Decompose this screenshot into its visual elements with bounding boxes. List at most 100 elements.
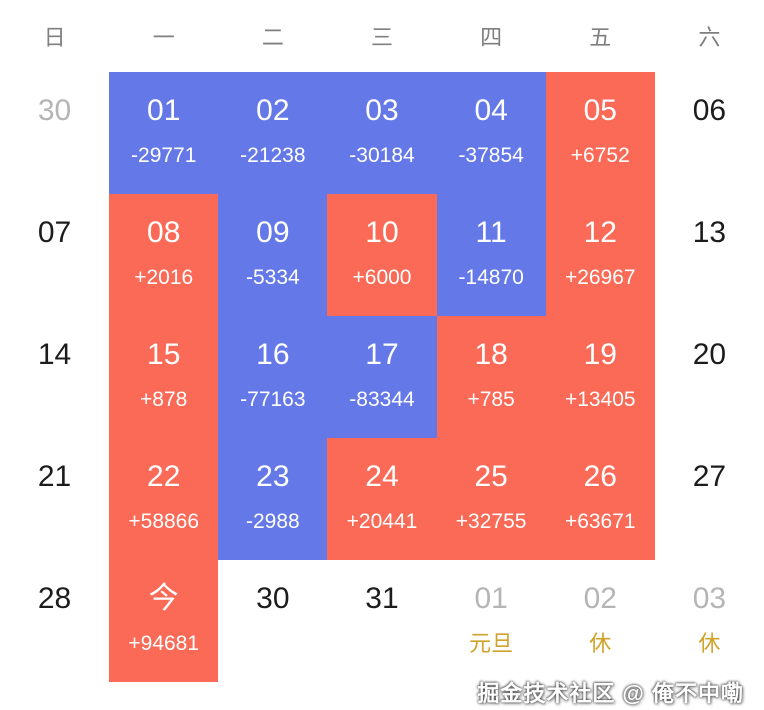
calendar-day-cell[interactable]: 10 +6000 — [327, 194, 437, 316]
day-number: 18 — [474, 338, 508, 371]
calendar-day-cell[interactable]: 20 — [655, 316, 764, 438]
calendar-day-cell[interactable]: 30 — [0, 72, 109, 194]
weekday-label: 一 — [152, 25, 175, 50]
day-number: 23 — [256, 460, 290, 493]
day-value: +63671 — [564, 510, 636, 533]
calendar-day-cell[interactable]: 27 — [655, 438, 764, 560]
day-value: -30184 — [349, 144, 415, 167]
calendar-day-cell[interactable]: 今 +94681 — [109, 560, 219, 682]
calendar-day-cell[interactable]: 21 — [0, 438, 109, 560]
calendar-day-cell[interactable]: 28 — [0, 560, 109, 682]
day-value: 休 — [589, 631, 612, 656]
calendar-day-cell[interactable]: 30 — [218, 560, 327, 682]
day-value: +20441 — [346, 510, 418, 533]
day-value: +26967 — [564, 266, 636, 289]
weekday-label: 三 — [370, 25, 393, 50]
calendar-day-cell[interactable]: 26 +63671 — [545, 438, 655, 560]
day-number: 17 — [365, 338, 399, 371]
day-value: +6000 — [352, 266, 412, 289]
day-number: 19 — [583, 338, 617, 371]
calendar-day-cell[interactable]: 22 +58866 — [109, 438, 219, 560]
day-number: 07 — [37, 216, 72, 249]
day-value: -77163 — [240, 388, 306, 411]
calendar-day-cell[interactable]: 09 -5334 — [218, 194, 328, 316]
day-value: +94681 — [128, 632, 200, 655]
weekday-label: 四 — [480, 25, 503, 50]
calendar-day-cell[interactable]: 19 +13405 — [545, 316, 655, 438]
day-value: -5334 — [245, 266, 300, 289]
day-number: 02 — [256, 94, 290, 127]
day-number: 24 — [365, 460, 399, 493]
calendar-day-cell[interactable]: 01 -29771 — [109, 72, 219, 194]
calendar-day-cell[interactable]: 31 — [327, 560, 436, 682]
calendar-day-cell[interactable]: 01 元旦 — [437, 560, 546, 682]
calendar-day-cell[interactable]: 12 +26967 — [545, 194, 655, 316]
calendar-day-cell[interactable]: 04 -37854 — [436, 72, 546, 194]
day-value: +58866 — [128, 510, 200, 533]
day-number: 03 — [692, 582, 727, 615]
calendar-day-cell[interactable]: 07 — [0, 194, 109, 316]
calendar-day-cell[interactable]: 25 +32755 — [436, 438, 546, 560]
calendar-day-cell[interactable]: 06 — [655, 72, 764, 194]
day-number: 08 — [147, 216, 181, 249]
day-value: -37854 — [458, 144, 524, 167]
day-number: 03 — [365, 94, 399, 127]
calendar-day-cell[interactable]: 13 — [655, 194, 764, 316]
watermark: 掘金技术社区 @ 俺不中嘞 — [477, 681, 744, 706]
calendar-grid: 30 01 -29771 02 -21238 03 -30184 04 -378… — [0, 72, 764, 682]
calendar-day-cell[interactable]: 02 -21238 — [218, 72, 328, 194]
calendar-day-cell[interactable]: 18 +785 — [436, 316, 546, 438]
day-value: -29771 — [131, 144, 197, 167]
calendar-day-cell[interactable]: 03 -30184 — [327, 72, 437, 194]
calendar-day-cell[interactable]: 14 — [0, 316, 109, 438]
weekday-label: 五 — [589, 25, 612, 50]
calendar-day-cell[interactable]: 24 +20441 — [327, 438, 437, 560]
weekday-label: 六 — [698, 25, 721, 50]
day-value: 休 — [698, 631, 721, 656]
calendar-day-cell[interactable]: 11 -14870 — [436, 194, 546, 316]
day-number: 13 — [692, 216, 727, 249]
day-number: 22 — [147, 460, 181, 493]
day-number: 15 — [147, 338, 181, 371]
day-value: -21238 — [240, 144, 306, 167]
day-number: 04 — [474, 94, 508, 127]
day-number: 25 — [474, 460, 508, 493]
calendar-day-cell[interactable]: 03 休 — [655, 560, 764, 682]
calendar-day-cell[interactable]: 05 +6752 — [545, 72, 655, 194]
weekday-header: 日一二三四五六 — [0, 0, 764, 72]
day-value: 元旦 — [469, 631, 514, 656]
day-number: 14 — [37, 338, 72, 371]
day-number: 11 — [475, 216, 507, 249]
calendar-day-cell[interactable]: 16 -77163 — [218, 316, 328, 438]
day-number: 12 — [583, 216, 617, 249]
day-number: 02 — [583, 582, 617, 615]
day-number: 30 — [37, 94, 72, 127]
day-number: 21 — [37, 460, 72, 493]
day-value: +878 — [140, 388, 188, 411]
day-value: +6752 — [570, 144, 630, 167]
day-number: 01 — [147, 94, 181, 127]
calendar-day-cell[interactable]: 17 -83344 — [327, 316, 437, 438]
day-number: 27 — [692, 460, 727, 493]
day-number: 01 — [474, 582, 508, 615]
day-value: +785 — [467, 388, 515, 411]
day-number: 31 — [365, 582, 399, 615]
day-number: 05 — [583, 94, 617, 127]
calendar-day-cell[interactable]: 08 +2016 — [109, 194, 219, 316]
day-number: 06 — [692, 94, 727, 127]
day-number: 10 — [365, 216, 399, 249]
weekday-label: 二 — [261, 25, 284, 50]
calendar-day-cell[interactable]: 15 +878 — [109, 316, 219, 438]
day-number: 20 — [692, 338, 727, 371]
day-number: 今 — [148, 582, 179, 615]
day-value: -14870 — [458, 266, 524, 289]
day-number: 16 — [256, 338, 290, 371]
day-number: 30 — [256, 582, 290, 615]
day-value: +13405 — [564, 388, 636, 411]
day-number: 26 — [583, 460, 617, 493]
calendar-day-cell[interactable]: 02 休 — [546, 560, 655, 682]
day-value: -2988 — [245, 510, 300, 533]
day-number: 28 — [37, 582, 72, 615]
calendar-day-cell[interactable]: 23 -2988 — [218, 438, 328, 560]
